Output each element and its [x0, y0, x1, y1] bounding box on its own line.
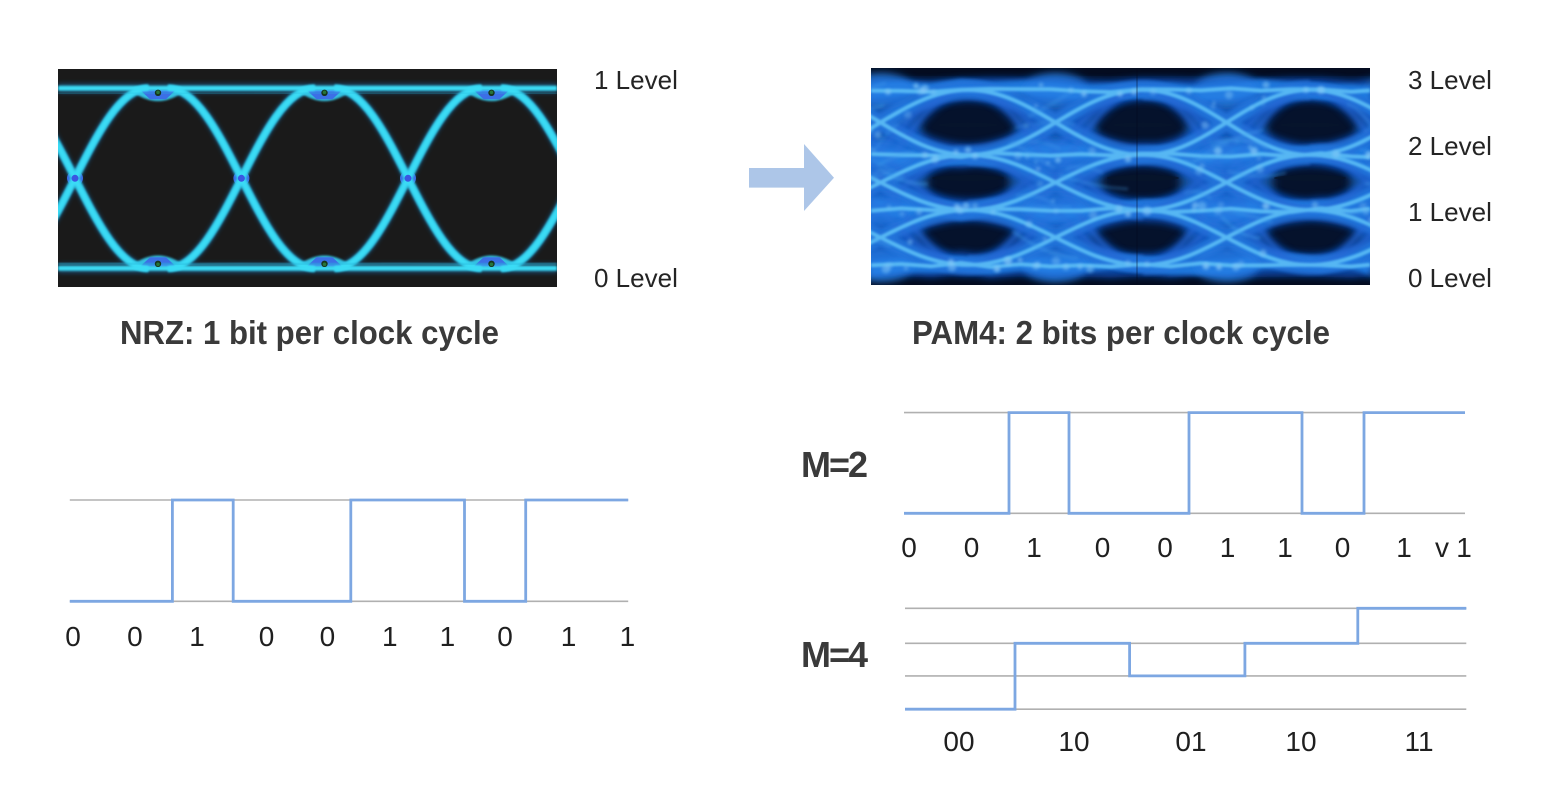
svg-text:PAM4: 2 bits per clock cycle: PAM4: 2 bits per clock cycle	[912, 314, 1330, 351]
svg-text:M=2: M=2	[801, 444, 868, 485]
svg-text:1 Level: 1 Level	[1408, 197, 1492, 227]
svg-text:NRZ: 1 bit per clock cycle: NRZ: 1 bit per clock cycle	[120, 314, 499, 351]
svg-text:0 Level: 0 Level	[594, 263, 678, 293]
svg-text:01: 01	[1175, 726, 1206, 757]
svg-text:0: 0	[1095, 532, 1111, 563]
svg-text:1: 1	[1277, 532, 1293, 563]
svg-text:0 Level: 0 Level	[1408, 263, 1492, 293]
svg-text:1: 1	[382, 621, 398, 652]
svg-text:0: 0	[65, 621, 81, 652]
svg-text:1: 1	[1220, 532, 1236, 563]
svg-text:0: 0	[964, 532, 980, 563]
svg-text:3 Level: 3 Level	[1408, 65, 1492, 95]
svg-text:0: 0	[320, 621, 336, 652]
svg-text:1 Level: 1 Level	[594, 65, 678, 95]
svg-text:1: 1	[1456, 532, 1472, 563]
svg-text:1: 1	[620, 621, 636, 652]
svg-text:1: 1	[189, 621, 205, 652]
svg-text:1: 1	[561, 621, 577, 652]
svg-text:v: v	[1435, 532, 1449, 563]
svg-text:10: 10	[1285, 726, 1316, 757]
svg-text:0: 0	[497, 621, 513, 652]
svg-text:0: 0	[1157, 532, 1173, 563]
svg-text:0: 0	[127, 621, 143, 652]
svg-text:0: 0	[259, 621, 275, 652]
svg-text:10: 10	[1058, 726, 1089, 757]
svg-text:1: 1	[1396, 532, 1412, 563]
svg-text:1: 1	[440, 621, 456, 652]
svg-text:2 Level: 2 Level	[1408, 131, 1492, 161]
svg-text:11: 11	[1404, 726, 1433, 757]
svg-text:0: 0	[901, 532, 917, 563]
svg-text:1: 1	[1026, 532, 1042, 563]
svg-text:M=4: M=4	[801, 634, 868, 675]
svg-text:00: 00	[943, 726, 974, 757]
svg-text:0: 0	[1335, 532, 1351, 563]
